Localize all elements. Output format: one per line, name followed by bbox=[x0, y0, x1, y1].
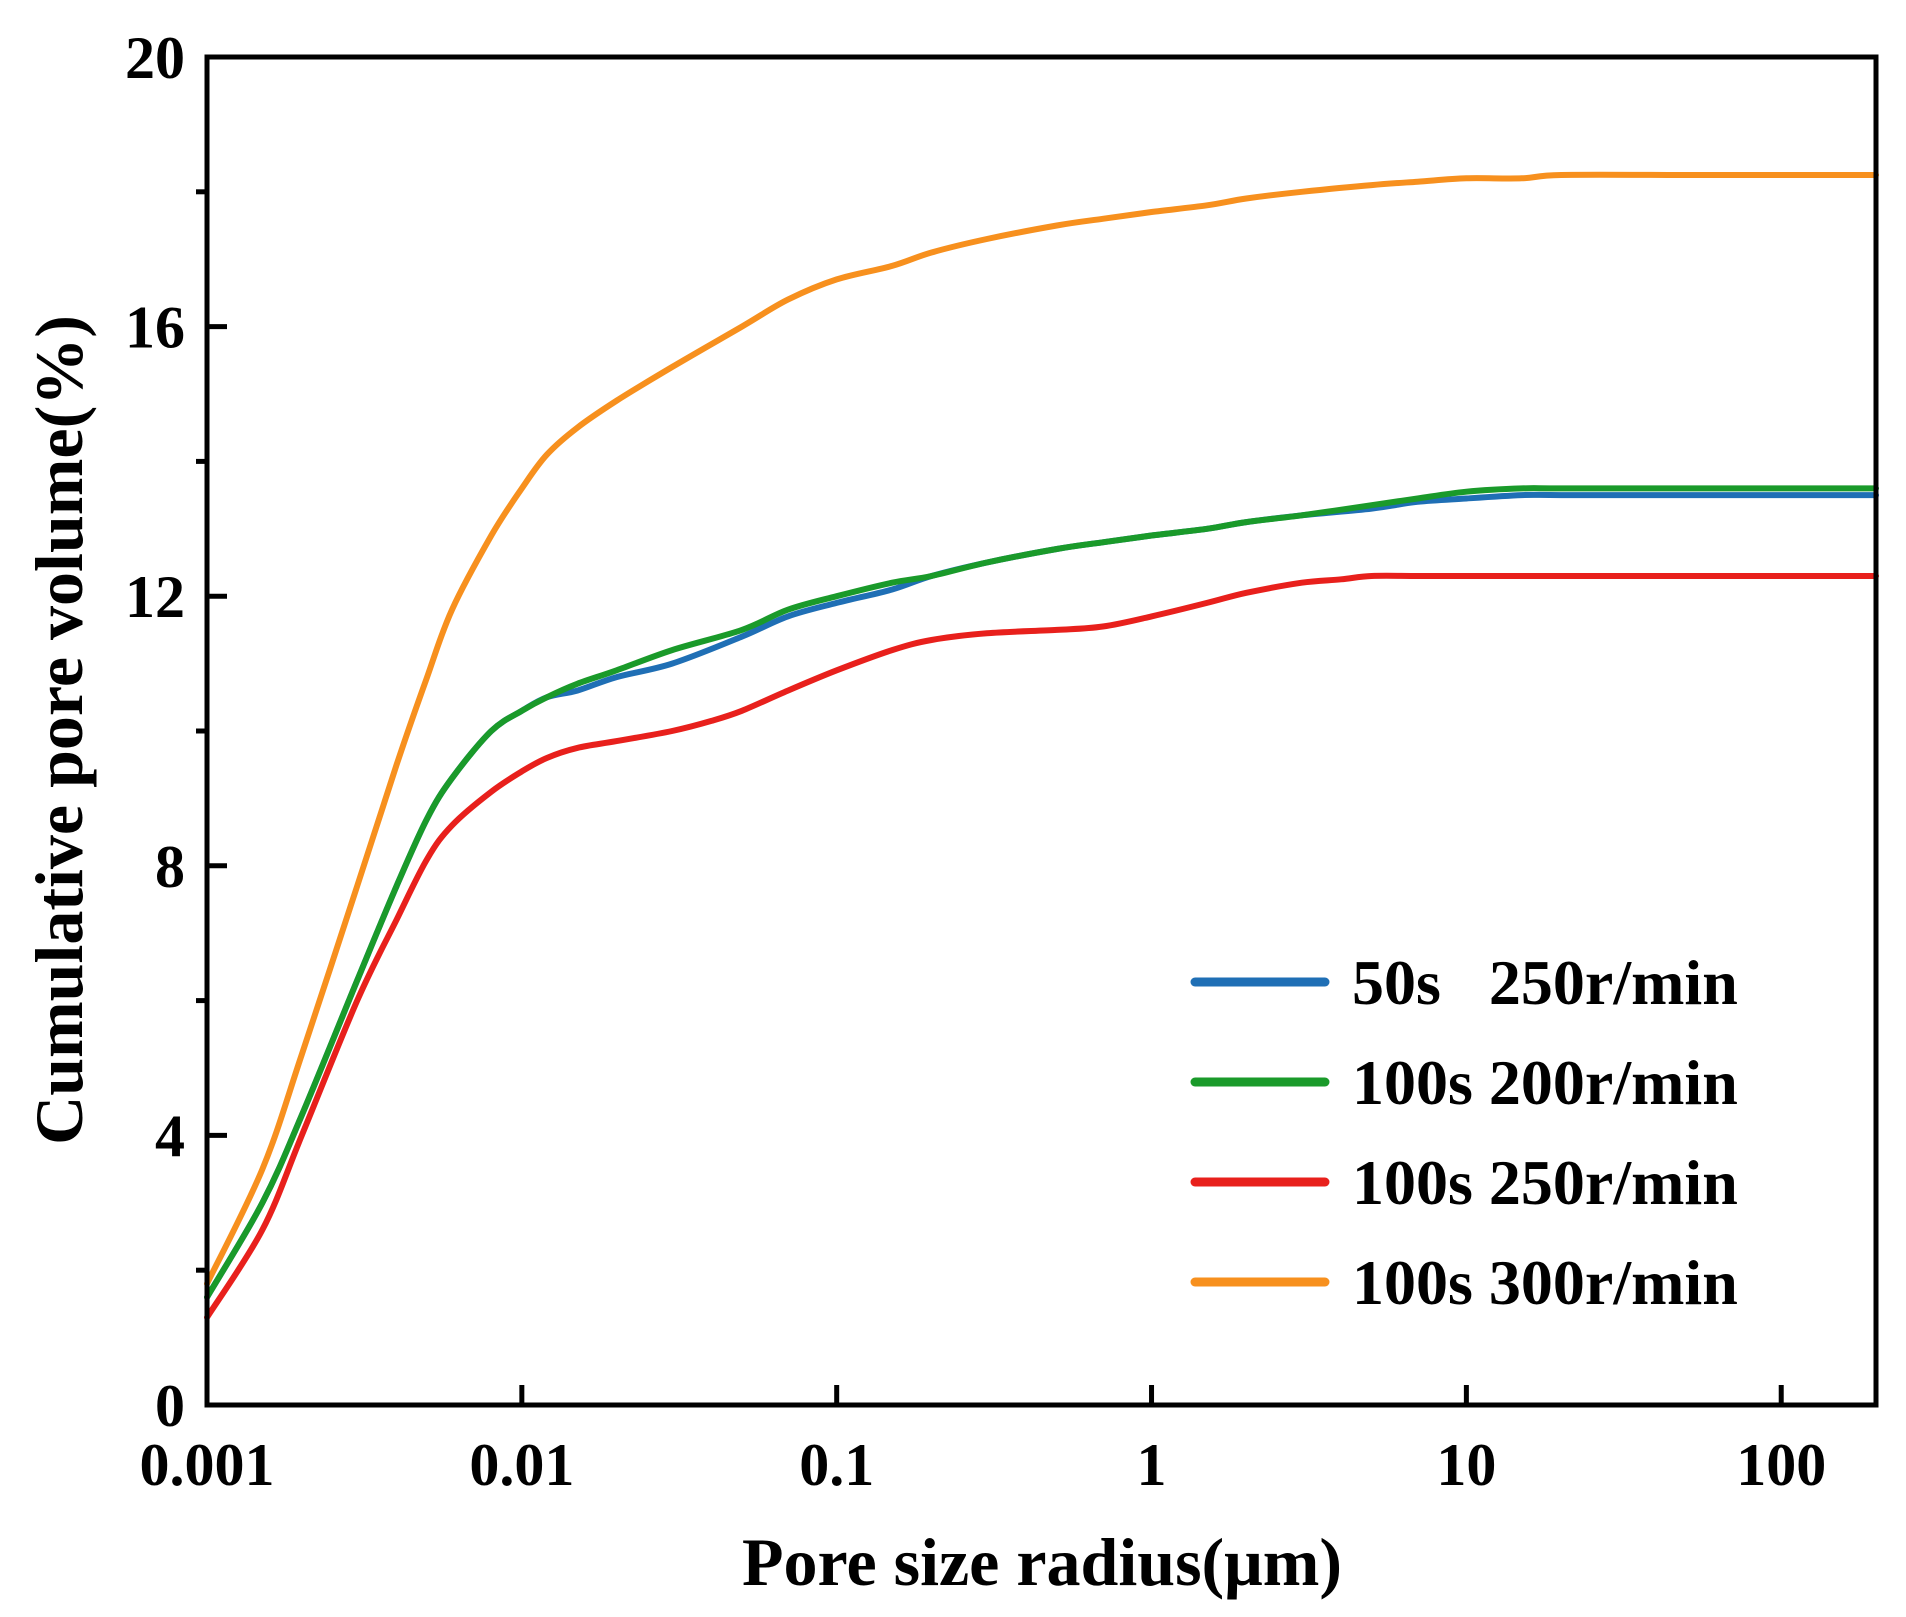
x-axis-title: Pore size radius(μm) bbox=[742, 1524, 1342, 1600]
series-line-3 bbox=[204, 572, 1879, 1321]
x-tick-label: 0.1 bbox=[799, 1432, 874, 1498]
y-axis-title: Cumulative pore volume(%) bbox=[21, 315, 97, 1145]
y-tick-label: 8 bbox=[155, 834, 185, 900]
legend-label-3: 100s 250r/min bbox=[1352, 1147, 1738, 1218]
legend: 50s 250r/min 100s 200r/min 100s 250r/min 10… bbox=[1190, 947, 1738, 1318]
y-tick-label: 16 bbox=[125, 295, 185, 361]
x-tick-label: 0.001 bbox=[140, 1432, 275, 1498]
x-tick-label: 100 bbox=[1736, 1432, 1826, 1498]
legend-label-2: 100s 200r/min bbox=[1352, 1047, 1738, 1118]
y-tick-label: 20 bbox=[125, 25, 185, 91]
y-tick-label: 0 bbox=[155, 1373, 185, 1439]
series-line-2 bbox=[204, 485, 1879, 1301]
y-tick-label: 12 bbox=[125, 564, 185, 630]
x-tick-label: 0.01 bbox=[469, 1432, 574, 1498]
series-layer bbox=[204, 171, 1879, 1321]
legend-label-1: 50s 250r/min bbox=[1352, 947, 1738, 1018]
y-tick-label: 4 bbox=[155, 1103, 185, 1169]
series-line-4 bbox=[204, 171, 1879, 1287]
x-tick-label: 1 bbox=[1137, 1432, 1167, 1498]
ticks-layer: 0.001 0.01 0.1 1 10 100 0 4 8 12 16 20 bbox=[125, 25, 1826, 1498]
x-tick-label: 10 bbox=[1436, 1432, 1496, 1498]
legend-label-4: 100s 300r/min bbox=[1352, 1247, 1738, 1318]
